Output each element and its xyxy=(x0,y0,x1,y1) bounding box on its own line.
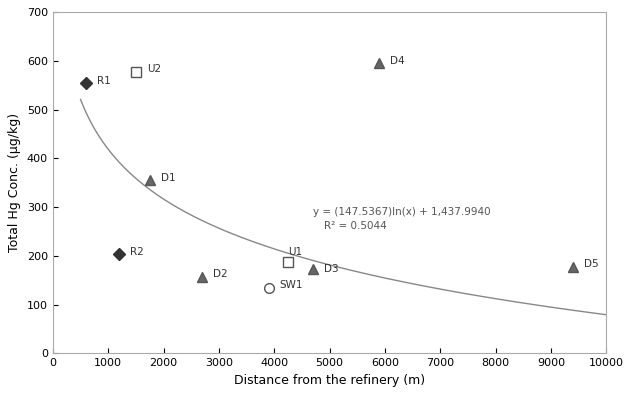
X-axis label: Distance from the refinery (m): Distance from the refinery (m) xyxy=(234,374,425,387)
Text: D3: D3 xyxy=(324,264,339,274)
Text: R² = 0.5044: R² = 0.5044 xyxy=(324,221,387,231)
Text: D4: D4 xyxy=(391,56,405,66)
Y-axis label: Total Hg Conc. (µg/kg): Total Hg Conc. (µg/kg) xyxy=(8,113,21,252)
Text: R2: R2 xyxy=(130,247,144,257)
Text: SW1: SW1 xyxy=(280,280,303,290)
Text: U2: U2 xyxy=(147,64,161,74)
Text: y = (147.5367)ln(x) + 1,437.9940: y = (147.5367)ln(x) + 1,437.9940 xyxy=(313,207,490,217)
Text: U1: U1 xyxy=(288,247,302,257)
Text: R1: R1 xyxy=(97,75,111,85)
Text: D5: D5 xyxy=(584,259,599,269)
Text: D1: D1 xyxy=(161,173,176,183)
Text: D2: D2 xyxy=(214,269,228,279)
